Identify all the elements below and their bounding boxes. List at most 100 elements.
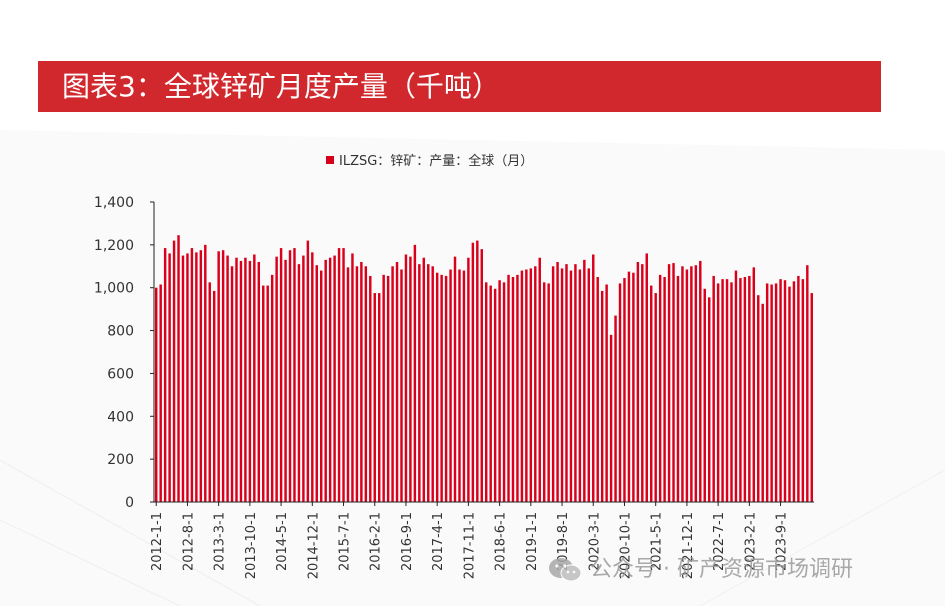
bar xyxy=(386,275,390,502)
x-tick-label: 2016-2-1 xyxy=(369,512,384,571)
watermark: 公众号 · 矿产资源市场调研 xyxy=(548,553,928,587)
bar xyxy=(534,266,537,502)
bar xyxy=(730,282,733,502)
bar xyxy=(320,270,323,502)
bar xyxy=(449,269,452,502)
bar xyxy=(592,254,595,502)
y-tick-label: 400 xyxy=(107,409,134,425)
bar xyxy=(774,283,778,502)
bar xyxy=(507,274,510,502)
x-tick-label: 2017-11-1 xyxy=(462,512,477,579)
x-tick-label: 2013-10-1 xyxy=(244,512,259,579)
x-tick-label: 2013-3-1 xyxy=(213,512,228,571)
bar-series xyxy=(155,235,813,503)
y-axis: 0 200 400 600 800 1,000 1,200 1,400 xyxy=(94,195,155,511)
bar xyxy=(190,248,194,502)
bar xyxy=(155,287,158,502)
bar xyxy=(676,275,680,502)
y-tick-label: 800 xyxy=(107,324,134,340)
page-title: 图表3：全球锌矿月度产量（千吨） xyxy=(62,70,500,103)
wechat-icon xyxy=(549,558,582,582)
legend-label: ILZSG：锌矿：产量：全球（月） xyxy=(339,153,533,169)
x-tick-label: 2018-6-1 xyxy=(494,512,509,571)
bar xyxy=(266,285,269,502)
bar xyxy=(315,265,318,502)
bar xyxy=(346,267,350,502)
bar xyxy=(297,264,301,502)
x-tick-label: 2023-2-1 xyxy=(743,512,758,571)
x-tick-label: 2023-9-1 xyxy=(775,512,790,571)
bar xyxy=(806,265,809,502)
bar xyxy=(538,257,541,502)
bar xyxy=(641,264,644,502)
bar xyxy=(159,284,162,502)
bar xyxy=(734,270,738,502)
bar xyxy=(435,272,439,502)
bar xyxy=(757,295,760,502)
bar xyxy=(270,274,274,502)
bar xyxy=(739,278,742,502)
bar xyxy=(801,279,805,502)
bar xyxy=(583,259,586,502)
bar xyxy=(400,269,403,502)
x-tick-label: 2019-8-1 xyxy=(556,512,571,571)
bar xyxy=(262,285,265,502)
x-tick-label: 2012-1-1 xyxy=(150,512,165,571)
bar xyxy=(792,281,796,502)
bar xyxy=(212,290,216,502)
bar xyxy=(230,266,234,502)
x-tick-label: 2016-9-1 xyxy=(400,512,415,571)
bar xyxy=(600,290,604,502)
bar xyxy=(208,282,211,502)
bar xyxy=(235,257,238,502)
bar xyxy=(748,275,751,502)
y-tick-label: 0 xyxy=(125,495,134,511)
bar xyxy=(721,279,724,502)
bar xyxy=(453,256,457,502)
bar xyxy=(623,278,626,502)
bar xyxy=(690,266,693,502)
bar xyxy=(288,250,292,502)
bar xyxy=(587,268,591,502)
bar xyxy=(217,251,220,502)
bar xyxy=(293,248,296,502)
bar xyxy=(529,268,533,502)
bar xyxy=(333,255,336,502)
bar xyxy=(221,250,225,502)
bar xyxy=(284,259,287,502)
bar xyxy=(440,274,443,502)
bar xyxy=(725,279,729,502)
bar xyxy=(351,253,354,502)
bar xyxy=(672,263,675,502)
bar xyxy=(667,264,671,502)
bar xyxy=(525,269,528,502)
bar xyxy=(707,297,711,502)
bar xyxy=(663,277,666,502)
bar xyxy=(712,275,715,502)
x-tick-label: 2019-1-1 xyxy=(525,512,540,571)
bar xyxy=(337,248,341,502)
bar xyxy=(685,269,689,502)
bar xyxy=(302,255,305,502)
bar xyxy=(770,284,773,502)
bar xyxy=(467,257,470,502)
bar xyxy=(373,293,376,502)
bar xyxy=(471,242,475,502)
legend-swatch xyxy=(326,156,334,164)
bar xyxy=(427,264,430,502)
bar xyxy=(444,275,448,502)
bar xyxy=(422,257,426,502)
bar xyxy=(516,274,519,502)
x-tick-label: 2021-12-1 xyxy=(681,512,696,579)
bar xyxy=(382,274,385,502)
bar xyxy=(654,293,657,502)
bar xyxy=(177,235,180,502)
bar xyxy=(489,285,492,502)
bar xyxy=(810,293,813,502)
bar xyxy=(168,253,171,502)
x-tick-label: 2021-5-1 xyxy=(650,512,665,571)
bar xyxy=(578,269,582,502)
bar xyxy=(226,255,229,502)
bar xyxy=(163,248,167,502)
